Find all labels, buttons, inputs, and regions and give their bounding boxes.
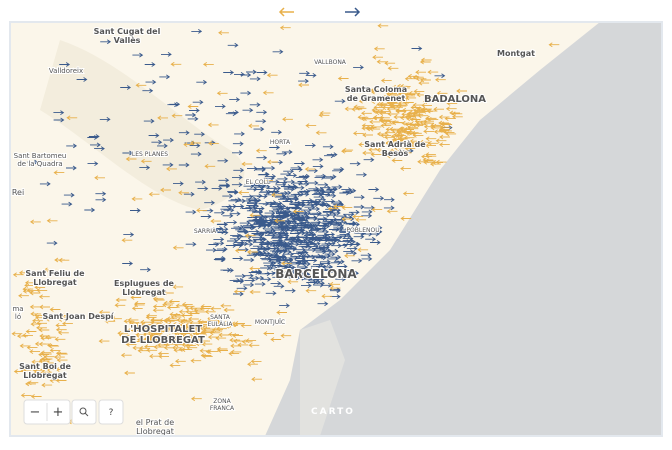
place-label: de Gramenet [347,94,406,103]
search-icon [79,407,87,415]
legend-arrow-right [345,7,361,17]
place-label: BADALONA [424,94,486,105]
zoom-in-button[interactable]: + [53,405,64,420]
map-frame [9,21,663,437]
port [300,320,345,436]
place-label: Llobregat [33,278,77,287]
place-label: Vallès [114,35,141,45]
place-label: Rei [12,188,24,197]
place-label: Valldoreix [49,67,83,75]
place-label: Llobregat [136,427,174,436]
place-label: MONTJUÏC [255,319,285,326]
place-label: el Prat de [136,418,174,427]
place-label: HORTA [270,139,291,146]
attribution: CARTO [311,407,355,417]
arrows-right [27,29,453,308]
place-label: Montgat [497,49,535,58]
hills [40,40,245,210]
place-label: DE LLOBREGAT [121,335,205,346]
legend-arrow-left [278,7,294,17]
place-label: POBLENOU [346,227,379,234]
place-label: Sant Cugat del [94,27,161,36]
legend [278,7,361,17]
place-label: ma [12,305,23,313]
place-label: FRANCA [210,405,235,412]
sea [265,22,662,436]
search-icon-handle [84,412,89,417]
place-label: BARCELONA [275,267,357,281]
place-label: Llobregat [23,371,67,380]
search-button[interactable] [71,399,97,425]
place-label: EULÀLIA [208,321,234,328]
place-label: Besòs [382,148,409,158]
place-label: Sant Joan Despí [42,312,114,321]
place-label: Llobregat [122,288,166,297]
place-label: SARRIÀ [194,228,217,235]
place-label: Sant Bartomeu [14,152,67,160]
place-label: VALLBONA [314,59,347,66]
arrows-left [11,23,560,425]
place-label: Sant Feliu de [25,269,85,278]
flow-arrows [11,23,560,425]
place-label: L'HOSPITALET [124,324,203,335]
help-button[interactable]: ? [109,408,114,418]
place-label: de la Quadra [17,160,62,168]
place-label: Santa Coloma [345,85,407,94]
place-label: ZONA [213,398,231,405]
map-controls: − + ? [23,399,124,425]
place-label: Sant Boi de [19,362,71,371]
place-label: ló [15,313,21,321]
help-box [98,399,124,425]
place-label: Esplugues de [114,279,175,288]
zoom-out-button[interactable]: − [30,405,41,420]
place-label: EL COLL [246,179,271,186]
place-label: Sant Adrià de [364,140,426,149]
place-label: SANTA [210,314,231,321]
place-label: LES PLANES [132,151,168,158]
